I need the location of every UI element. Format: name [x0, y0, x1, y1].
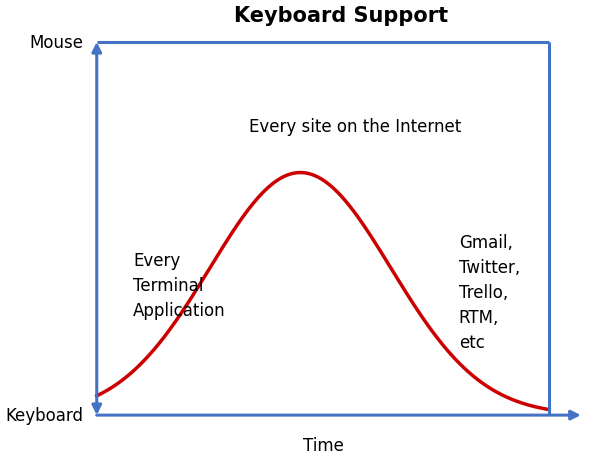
Text: Every site on the Internet: Every site on the Internet — [248, 118, 461, 136]
Text: Time: Time — [302, 436, 343, 453]
Text: Every
Terminal
Application: Every Terminal Application — [133, 251, 226, 319]
Title: Keyboard Support: Keyboard Support — [234, 6, 448, 26]
Text: Gmail,
Twitter,
Trello,
RTM,
etc: Gmail, Twitter, Trello, RTM, etc — [459, 234, 520, 351]
Text: Keyboard: Keyboard — [5, 406, 83, 424]
Text: Mouse: Mouse — [29, 34, 83, 52]
